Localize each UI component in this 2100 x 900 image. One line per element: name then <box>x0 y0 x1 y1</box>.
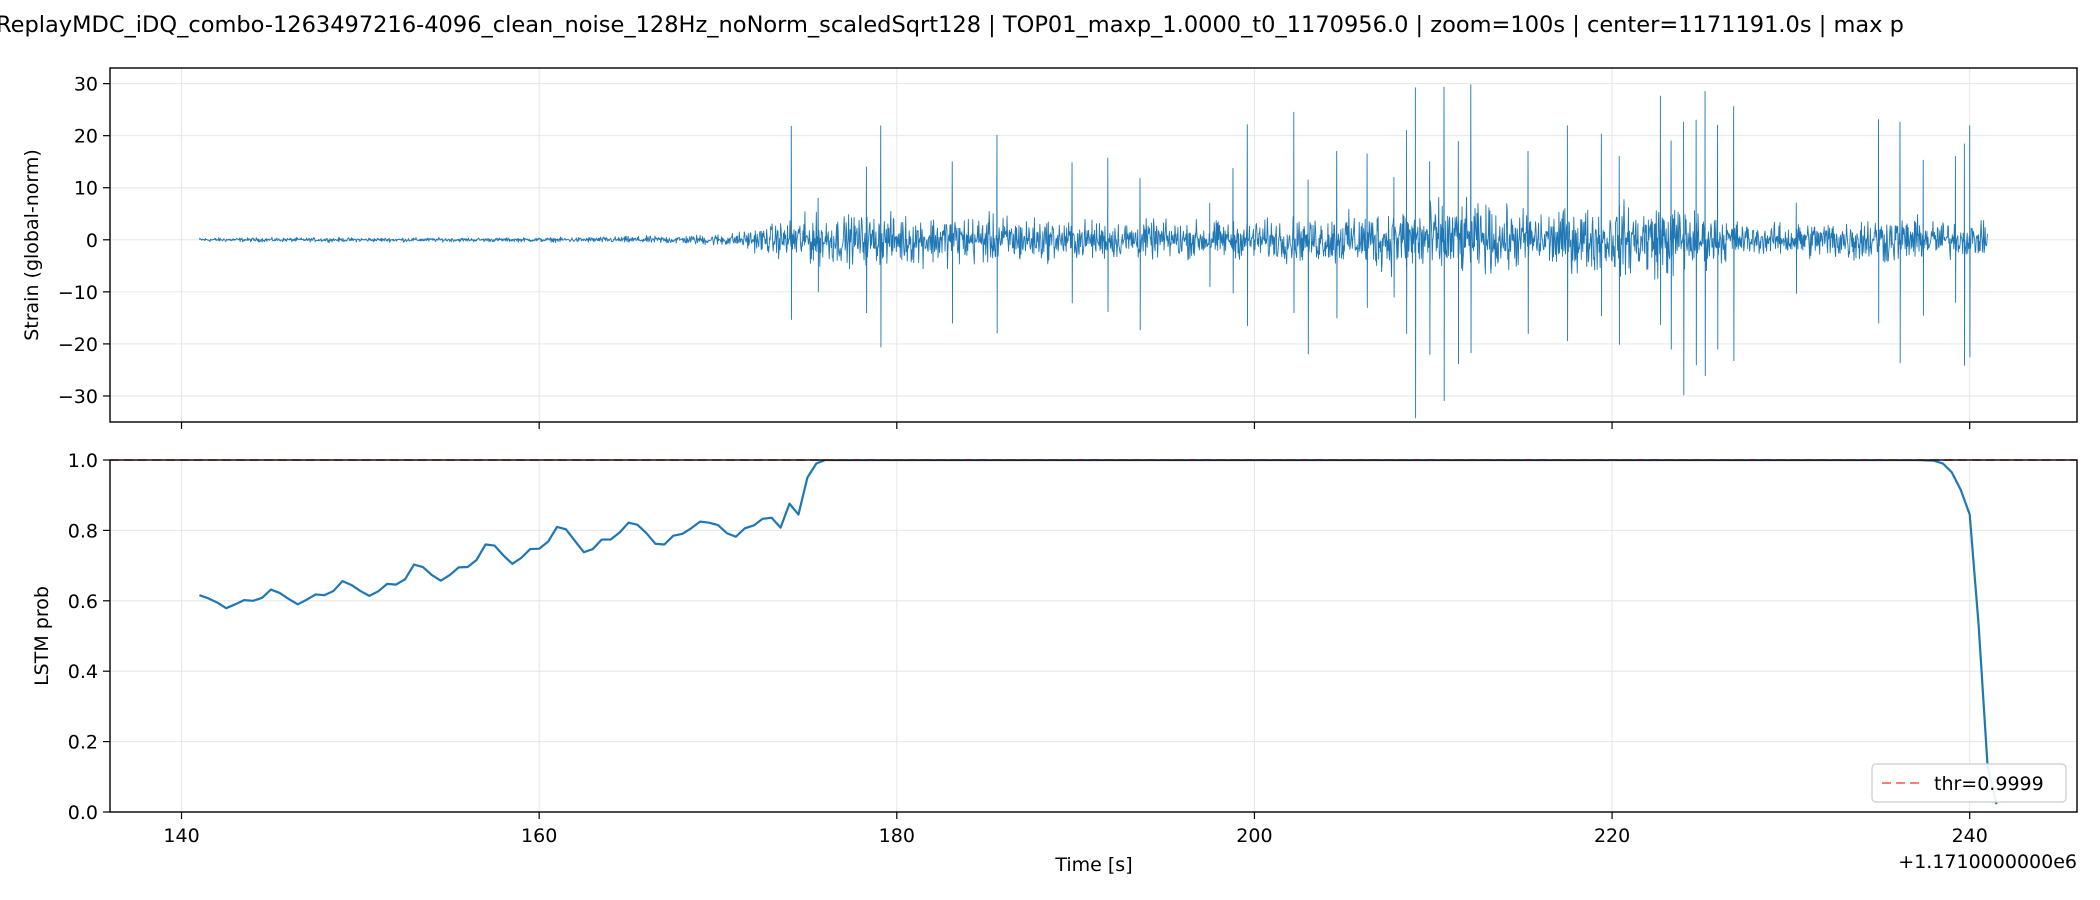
lstm-xticks: 140 160 180 200 220 240 <box>163 812 1988 847</box>
lstm-ytick-label: 0.0 <box>68 802 98 824</box>
lstm-ytick-label: 0.8 <box>68 520 98 542</box>
strain-xticks <box>180 422 1971 429</box>
x-axis-label: Time [s] <box>1054 854 1132 876</box>
x-offset-label: +1.1710000000e6 <box>1898 851 2077 873</box>
lstm-xtick-label: 140 <box>163 825 199 847</box>
lstm-yticks: 0.0 0.2 0.4 0.6 0.8 1.0 <box>68 450 110 824</box>
lstm-axes-frame <box>109 459 2078 813</box>
lstm-xtick-label: 240 <box>1952 825 1988 847</box>
lstm-ytick-label: 1.0 <box>68 450 98 472</box>
strain-yticks: −30 −20 −10 0 10 20 30 <box>58 74 110 408</box>
strain-panel: −30 −20 −10 0 10 20 30 Strain (global-norm) <box>21 67 2078 429</box>
strain-grid <box>110 68 2077 422</box>
lstm-xtick-label: 220 <box>1594 825 1630 847</box>
strain-ytick-label: 30 <box>74 74 98 96</box>
lstm-y-axis-label: LSTM prob <box>31 586 53 686</box>
lstm-series <box>199 460 1998 805</box>
legend: thr=0.9999 <box>1871 763 2067 803</box>
strain-ytick-label: −10 <box>58 282 98 304</box>
lstm-xtick-label: 200 <box>1236 825 1272 847</box>
lstm-ytick-label: 0.6 <box>68 591 98 613</box>
lstm-ytick-label: 0.2 <box>68 732 98 754</box>
strain-ytick-label: −30 <box>58 386 98 408</box>
strain-y-axis-label: Strain (global-norm) <box>21 149 43 341</box>
strain-ytick-label: 0 <box>86 230 98 252</box>
lstm-prob-line <box>199 460 1998 805</box>
strain-series <box>198 84 1989 419</box>
strain-ytick-label: 10 <box>74 178 98 200</box>
strain-ytick-label: 20 <box>74 126 98 148</box>
lstm-xtick-label: 180 <box>879 825 915 847</box>
strain-ytick-label: −20 <box>58 334 98 356</box>
legend-threshold-label: thr=0.9999 <box>1934 773 2044 795</box>
lstm-ytick-label: 0.4 <box>68 661 98 683</box>
strain-line <box>198 84 1989 419</box>
lstm-grid <box>110 459 2077 813</box>
lstm-panel: 0.0 0.2 0.4 0.6 0.8 1.0 140 160 180 200 220 240 LS… <box>31 450 2078 876</box>
legend-box <box>1871 763 2067 803</box>
figure-title: ReplayMDC_iDQ_combo-1263497216-4096_clea… <box>0 12 1904 38</box>
strain-axes-frame <box>109 67 2078 423</box>
lstm-xtick-label: 160 <box>521 825 557 847</box>
